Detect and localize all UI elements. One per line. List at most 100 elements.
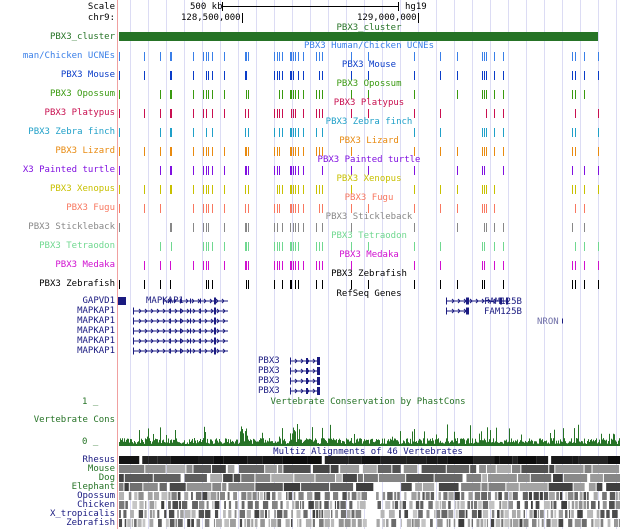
ucne-element[interactable] bbox=[351, 71, 352, 80]
ucne-element[interactable] bbox=[282, 52, 283, 61]
ucne-element[interactable] bbox=[203, 185, 204, 194]
cluster-label[interactable]: PBX3_cluster bbox=[49, 32, 115, 42]
ucne-element[interactable] bbox=[170, 90, 171, 99]
ucne-element[interactable] bbox=[440, 147, 441, 156]
ucne-element[interactable] bbox=[319, 109, 320, 118]
exon[interactable] bbox=[290, 357, 291, 365]
ucne-element[interactable] bbox=[316, 52, 317, 61]
ucne-element[interactable] bbox=[303, 223, 304, 232]
ucne-element[interactable] bbox=[291, 90, 292, 99]
ucne-element[interactable] bbox=[248, 223, 249, 232]
ucne-element[interactable] bbox=[144, 185, 145, 194]
ucne-element[interactable] bbox=[282, 71, 283, 80]
exon[interactable] bbox=[190, 298, 191, 304]
ucne-element[interactable] bbox=[351, 185, 352, 194]
ucne-element[interactable] bbox=[575, 185, 576, 194]
ucne-element[interactable] bbox=[144, 261, 145, 270]
ucne-element[interactable] bbox=[248, 185, 249, 194]
ucne-element[interactable] bbox=[598, 185, 599, 194]
ucne-element[interactable] bbox=[170, 261, 171, 270]
ucne-element[interactable] bbox=[206, 166, 207, 175]
gene-label-fam125b[interactable]: FAM125B bbox=[484, 297, 522, 307]
exon[interactable] bbox=[190, 318, 191, 324]
exon[interactable] bbox=[190, 338, 191, 344]
ucne-element[interactable] bbox=[279, 147, 280, 156]
ucne-element[interactable] bbox=[295, 128, 296, 137]
ucne-element[interactable] bbox=[482, 90, 483, 99]
ucne-element[interactable] bbox=[170, 128, 171, 137]
ucne-element[interactable] bbox=[486, 128, 487, 137]
ucne-element[interactable] bbox=[277, 185, 278, 194]
ucne-element[interactable] bbox=[203, 242, 204, 251]
species-label[interactable]: Zebrafish bbox=[66, 518, 115, 528]
ucne-element[interactable] bbox=[486, 109, 487, 118]
ucne-element[interactable] bbox=[457, 223, 458, 232]
ucne-element[interactable] bbox=[206, 109, 207, 118]
ucne-element[interactable] bbox=[303, 166, 304, 175]
ucne-element[interactable] bbox=[208, 223, 209, 232]
ucne-element[interactable] bbox=[119, 204, 120, 213]
ucne-element[interactable] bbox=[316, 128, 317, 137]
track-label[interactable]: PBX3 Lizard bbox=[55, 146, 115, 156]
ucne-element[interactable] bbox=[212, 147, 213, 156]
exon[interactable] bbox=[214, 297, 216, 305]
ucne-element[interactable] bbox=[575, 109, 576, 118]
gene-label[interactable]: PBX3 bbox=[258, 366, 280, 376]
ucne-element[interactable] bbox=[279, 242, 280, 251]
ucne-element[interactable] bbox=[494, 128, 495, 137]
ucne-element[interactable] bbox=[246, 52, 247, 61]
ucne-element[interactable] bbox=[144, 204, 145, 213]
ucne-element[interactable] bbox=[170, 280, 171, 289]
ucne-element[interactable] bbox=[322, 242, 323, 251]
ucne-element[interactable] bbox=[274, 204, 275, 213]
ucne-element[interactable] bbox=[484, 166, 485, 175]
ucne-element[interactable] bbox=[293, 242, 294, 251]
gene-label[interactable]: PBX3 bbox=[258, 386, 280, 396]
exon[interactable] bbox=[170, 308, 171, 314]
exon[interactable] bbox=[200, 298, 201, 304]
ucne-element[interactable] bbox=[298, 242, 299, 251]
ucne-element[interactable] bbox=[298, 261, 299, 270]
ucne-element[interactable] bbox=[212, 280, 213, 289]
ucne-element[interactable] bbox=[119, 52, 120, 61]
ucne-element[interactable] bbox=[494, 71, 495, 80]
ucne-element[interactable] bbox=[351, 90, 352, 99]
ucne-element[interactable] bbox=[482, 128, 483, 137]
ucne-element[interactable] bbox=[486, 223, 487, 232]
ucne-element[interactable] bbox=[291, 185, 292, 194]
ucne-element[interactable] bbox=[144, 71, 145, 80]
ucne-element[interactable] bbox=[246, 242, 247, 251]
ucne-element[interactable] bbox=[277, 242, 278, 251]
gene-label[interactable]: MAPKAP1 bbox=[77, 326, 115, 336]
exon[interactable] bbox=[290, 367, 291, 375]
ucne-element[interactable] bbox=[119, 223, 120, 232]
ucne-element[interactable] bbox=[484, 71, 485, 80]
ucne-element[interactable] bbox=[193, 204, 194, 213]
ucne-element[interactable] bbox=[572, 128, 573, 137]
track-label[interactable]: PBX3 Medaka bbox=[55, 260, 115, 270]
ucne-element[interactable] bbox=[295, 185, 296, 194]
gene-label[interactable]: PBX3 bbox=[258, 356, 280, 366]
ucne-element[interactable] bbox=[575, 71, 576, 80]
ucne-element[interactable] bbox=[290, 280, 291, 289]
track-label[interactable]: man/Chicken UCNEs bbox=[22, 51, 115, 61]
exon[interactable] bbox=[306, 358, 308, 364]
ucne-element[interactable] bbox=[277, 147, 278, 156]
ucne-element[interactable] bbox=[319, 90, 320, 99]
ucne-element[interactable] bbox=[316, 280, 317, 289]
ucne-element[interactable] bbox=[293, 71, 294, 80]
ucne-element[interactable] bbox=[295, 261, 296, 270]
ucne-element[interactable] bbox=[224, 71, 225, 80]
ucne-element[interactable] bbox=[322, 71, 323, 80]
ucne-element[interactable] bbox=[584, 166, 585, 175]
ucne-element[interactable] bbox=[206, 223, 207, 232]
ucne-element[interactable] bbox=[170, 52, 171, 61]
exon[interactable] bbox=[317, 357, 320, 365]
ucne-element[interactable] bbox=[277, 166, 278, 175]
ucne-element[interactable] bbox=[322, 90, 323, 99]
ucne-element[interactable] bbox=[503, 147, 504, 156]
ucne-element[interactable] bbox=[298, 204, 299, 213]
ucne-element[interactable] bbox=[484, 90, 485, 99]
exon[interactable] bbox=[200, 348, 201, 354]
